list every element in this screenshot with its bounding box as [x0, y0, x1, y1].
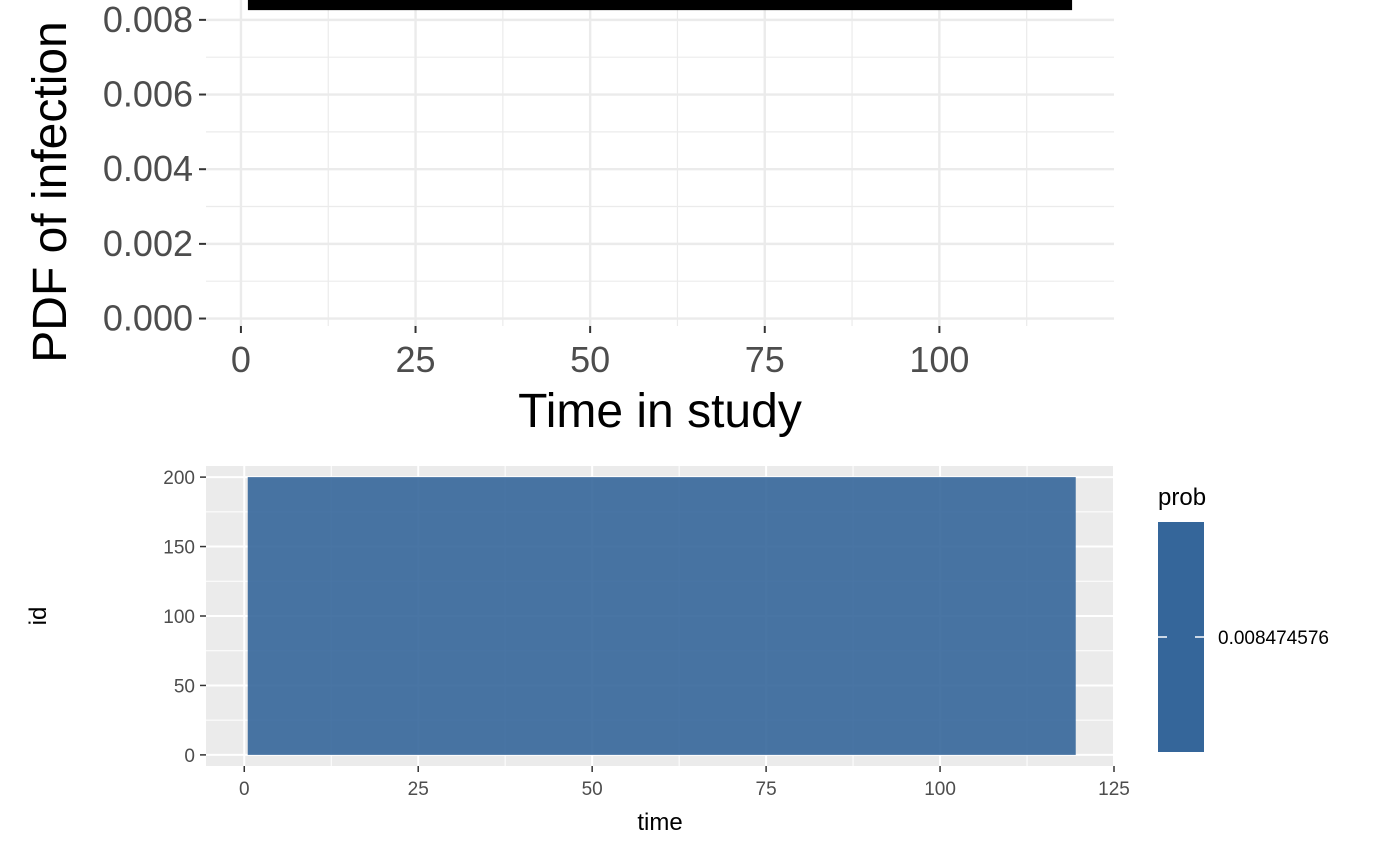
x-axis-title: Time in study — [518, 385, 802, 438]
x-tick-label: 0 — [231, 339, 251, 380]
x-tick-label: 50 — [582, 779, 603, 800]
y-tick-label: 200 — [163, 468, 195, 489]
x-tick-label: 75 — [756, 779, 777, 800]
legend-title: prob — [1158, 484, 1206, 511]
y-axis-title: PDF of infection — [24, 21, 77, 362]
x-tick-label: 50 — [570, 339, 610, 380]
y-tick-label: 0.000 — [103, 298, 193, 339]
x-tick-label: 100 — [924, 779, 956, 800]
heatmap-panel: 0 25 50 75 100 125 0 50 100 150 200 time id prob 0.008… — [25, 466, 1329, 836]
pdf-panel: 0 25 50 75 100 0.000 0.002 0.004 0.006 0.008 Time … — [24, 0, 1114, 438]
y-tick-label: 150 — [163, 538, 195, 559]
y-tick-label: 100 — [163, 607, 195, 628]
heatmap-tile — [247, 477, 1076, 755]
x-tick-label: 0 — [239, 779, 250, 800]
x-tick-label: 25 — [396, 339, 436, 380]
y-tick-label: 0.004 — [103, 148, 193, 189]
y-tick-label: 0 — [184, 746, 195, 767]
y-tick-label: 0.006 — [103, 74, 193, 115]
y-axis-title: id — [25, 607, 52, 626]
x-tick-label: 75 — [745, 339, 785, 380]
y-tick-label: 50 — [174, 676, 195, 697]
legend: prob 0.008474576 — [1158, 484, 1329, 752]
y-tick-label: 0.008 — [103, 0, 193, 40]
y-tick-label: 0.002 — [103, 223, 193, 264]
x-tick-label: 25 — [408, 779, 429, 800]
legend-label: 0.008474576 — [1218, 628, 1329, 649]
x-tick-label: 100 — [909, 339, 969, 380]
x-axis-title: time — [637, 809, 682, 836]
x-tick-label: 125 — [1098, 779, 1130, 800]
